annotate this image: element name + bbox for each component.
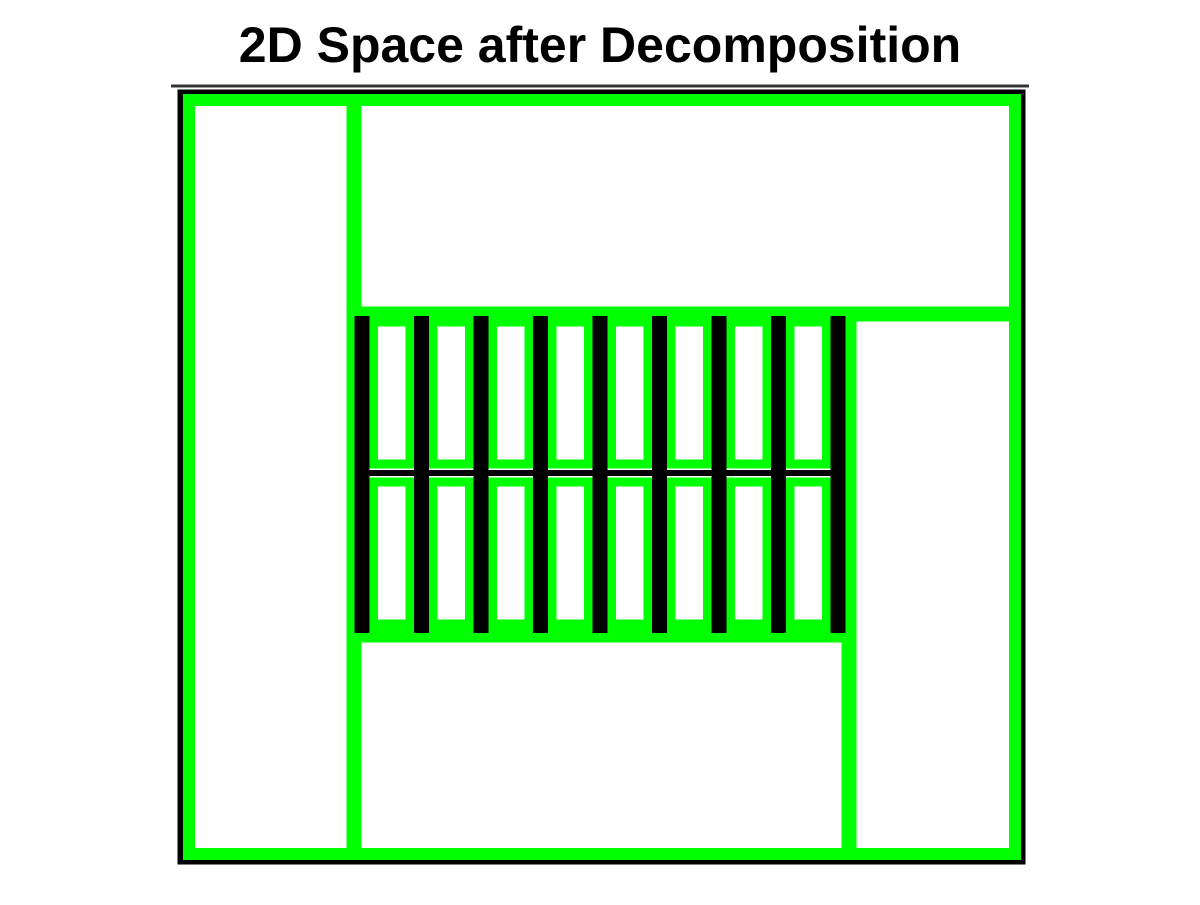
- obstacle-slot-cell: [488, 477, 534, 629]
- obstacle-slot-cell: [726, 317, 772, 469]
- cell-boundaries: [183, 94, 1021, 860]
- obstacle-slot-cell: [785, 317, 831, 469]
- workspace-outer-boundary: [177, 89, 1026, 865]
- obstacle-slot-cell: [785, 477, 831, 629]
- obstacle-slot-cell: [547, 317, 593, 469]
- diagram-title: 2D Space after Decomposition: [238, 17, 962, 73]
- obstacle-slot-cell: [428, 477, 474, 629]
- obstacle-slot-cell: [369, 317, 415, 469]
- obstacle-slot-cell: [488, 317, 534, 469]
- obstacle-slot-cell: [666, 317, 712, 469]
- obstacle-slot-cell: [607, 477, 653, 629]
- cell-outer-frame: [183, 94, 1021, 860]
- obstacle-slot-cells: [369, 317, 831, 629]
- obstacle-slot-cell: [428, 317, 474, 469]
- obstacle-slot-cell: [369, 477, 415, 629]
- obstacle-slot-cell: [547, 477, 593, 629]
- obstacle-slot-cell: [666, 477, 712, 629]
- obstacle-slot-cell: [607, 317, 653, 469]
- obstacle-slot-cell: [726, 477, 772, 629]
